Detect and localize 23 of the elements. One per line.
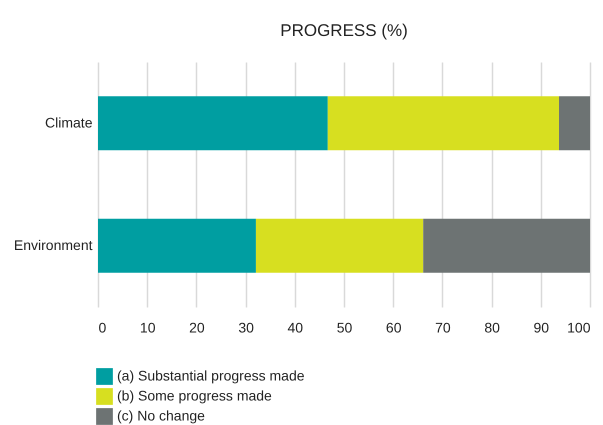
legend-label: (b) Some progress made [117,388,272,404]
bar [423,218,590,273]
bar [98,218,256,273]
x-tick-label: 0 [98,320,106,336]
bar [98,96,328,150]
x-tick-label: 70 [435,320,451,336]
x-tick-label: 20 [189,320,205,336]
chart-title: PROGRESS (%) [280,21,408,40]
x-tick-label: 90 [534,320,550,336]
y-tick-label: Environment [14,236,93,253]
x-tick-label: 50 [336,320,352,336]
bar [256,218,424,273]
bar [328,96,560,150]
legend-label: (a) Substantial progress made [117,368,305,384]
x-tick-label: 80 [484,320,500,336]
x-tick-label: 10 [140,320,156,336]
x-tick-label: 100 [567,320,591,336]
x-tick-label: 60 [386,320,402,336]
legend-label: (c) No change [117,408,206,424]
x-tick-label: 40 [288,320,304,336]
x-tick-label: 30 [238,320,254,336]
y-tick-label: Climate [45,114,93,130]
bar [559,96,590,150]
